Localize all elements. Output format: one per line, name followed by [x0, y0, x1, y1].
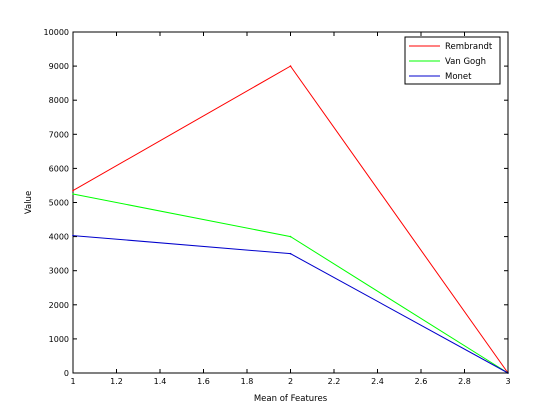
x-axis-title: Mean of Features [254, 394, 328, 404]
y-tick-label: 6000 [49, 164, 69, 173]
x-tick-label: 1.6 [197, 377, 210, 386]
x-tick-label: 2.4 [371, 377, 384, 386]
y-tick-label: 1000 [49, 335, 69, 344]
data-point-monet [72, 234, 74, 237]
data-point-monet [289, 252, 292, 255]
x-tick-label: 2.2 [328, 377, 341, 386]
y-tick-label: 10000 [44, 28, 69, 37]
x-tick-label: 1.2 [110, 377, 123, 386]
x-tick-label: 2.8 [458, 377, 471, 386]
x-tick-label: 2.6 [415, 377, 428, 386]
y-tick-label: 8000 [49, 96, 69, 105]
plot-axes [72, 31, 509, 374]
y-tick-label: 7000 [49, 130, 69, 139]
y-tick-label: 5000 [49, 199, 69, 208]
ticks-layer: 1 1.2 1.4 1.6 1.8 2 2.2 2.4 2.6 2.8 3 0 1000 2000 3000… [44, 28, 511, 386]
x-tick-label: 3 [505, 377, 510, 386]
y-tick-label: 2000 [49, 301, 69, 310]
x-tick-label: 2 [288, 377, 293, 386]
x-tick-label: 1.4 [154, 377, 167, 386]
y-tick-label: 0 [64, 369, 69, 378]
legend-label-rembrandt: Rembrandt [445, 42, 493, 52]
y-tick-label: 4000 [49, 233, 69, 242]
data-point-van-gogh [289, 235, 292, 238]
data-point-van-gogh [72, 193, 74, 195]
series-layer [72, 65, 509, 374]
data-point-rembrandt [72, 189, 74, 192]
x-tick-label: 1.8 [241, 377, 254, 386]
data-point-rembrandt [289, 65, 292, 67]
y-tick-label: 3000 [49, 267, 69, 276]
plot-frame [72, 31, 509, 374]
x-tick-label: 1 [70, 377, 75, 386]
legend-label-van-gogh: Van Gogh [445, 57, 486, 67]
y-axis-title: Value [24, 191, 34, 214]
legend: Rembrandt Van Gogh Monet [404, 36, 501, 85]
y-tick-label: 9000 [49, 62, 69, 71]
legend-label-monet: Monet [445, 72, 472, 82]
